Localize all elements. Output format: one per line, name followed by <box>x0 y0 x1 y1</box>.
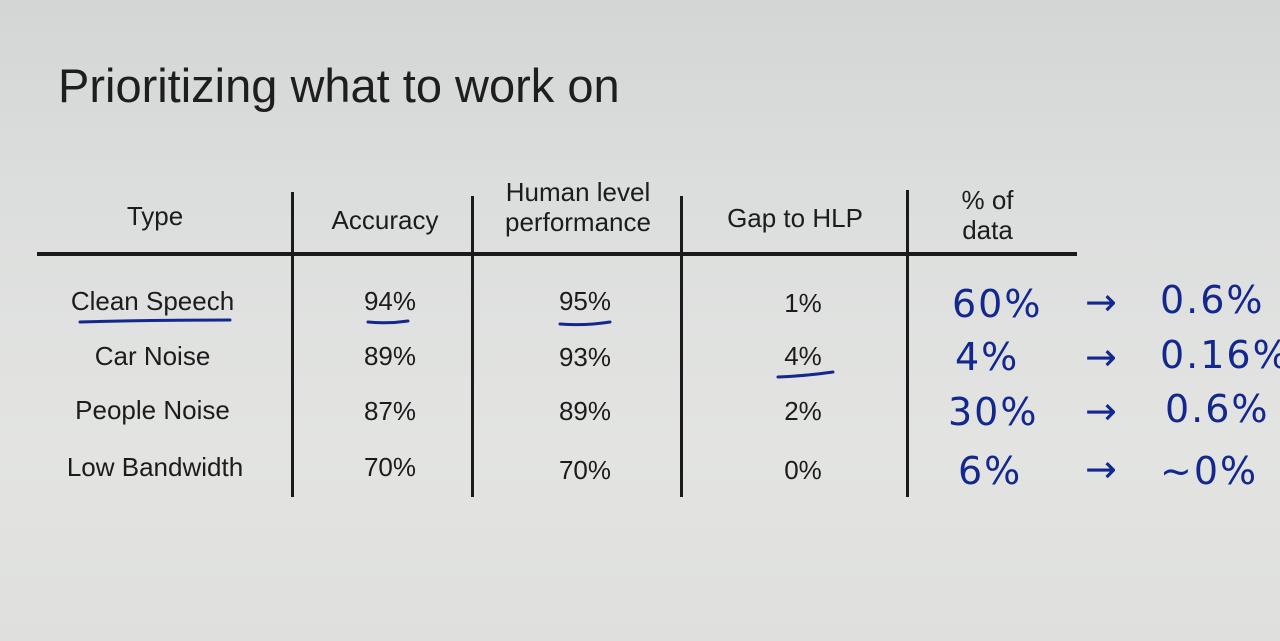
hw-row-3-arrow: → <box>1085 447 1119 491</box>
underline-gap-4 <box>776 370 835 379</box>
column-divider-4 <box>906 190 909 497</box>
row-0-type: Clean Speech <box>70 286 235 316</box>
underline-hlp-95 <box>558 320 612 327</box>
row-0-hlp: 95% <box>558 286 612 316</box>
header-divider <box>37 252 1077 256</box>
header-gap: Gap to HLP <box>727 203 863 233</box>
row-3-type: Low Bandwidth <box>66 452 244 482</box>
row-2-hlp: 89% <box>558 396 612 426</box>
header-data-line1: % of <box>961 185 1014 215</box>
header-data-line2: data <box>962 214 1013 245</box>
hw-row-0-result: 0.6% <box>1160 278 1265 322</box>
row-3-accuracy: 70% <box>363 452 417 482</box>
row-1-gap: 4% <box>784 341 822 371</box>
header-type: Type <box>126 201 184 231</box>
row-0-accuracy: 94% <box>363 286 417 316</box>
hw-row-3-result: ~0% <box>1160 449 1258 493</box>
hw-row-2-result: 0.6% <box>1165 387 1270 431</box>
header-accuracy: Accuracy <box>331 205 439 235</box>
header-hlp: Human level performance <box>478 177 678 238</box>
row-1-type: Car Noise <box>94 341 211 371</box>
column-divider-1 <box>291 192 294 497</box>
hw-row-0-pct: 60% <box>952 282 1042 326</box>
hw-row-1-pct: 4% <box>955 335 1019 379</box>
hw-row-1-result: 0.16% <box>1160 333 1280 377</box>
hw-row-1-arrow: → <box>1085 335 1119 379</box>
header-hlp-line1: Human level <box>505 177 651 207</box>
row-2-accuracy: 87% <box>363 396 417 426</box>
row-2-gap: 2% <box>784 396 822 426</box>
row-3-hlp: 70% <box>558 455 612 485</box>
header-data-pct: % of data <box>935 185 1040 246</box>
hw-row-2-pct: 30% <box>948 390 1038 434</box>
underline-clean-speech <box>78 318 232 324</box>
row-2-type: People Noise <box>75 395 230 425</box>
hw-row-2-arrow: → <box>1085 389 1119 433</box>
column-divider-2 <box>471 196 474 497</box>
slide-title: Prioritizing what to work on <box>58 59 620 112</box>
header-hlp-line2: performance <box>505 206 651 237</box>
hw-row-3-pct: 6% <box>958 449 1022 493</box>
column-divider-3 <box>680 196 683 497</box>
row-3-gap: 0% <box>784 455 822 485</box>
hw-row-0-arrow: → <box>1085 280 1119 324</box>
row-0-gap: 1% <box>784 288 822 318</box>
underline-accuracy-94 <box>366 319 410 325</box>
row-1-accuracy: 89% <box>363 341 417 371</box>
row-1-hlp: 93% <box>558 342 612 372</box>
